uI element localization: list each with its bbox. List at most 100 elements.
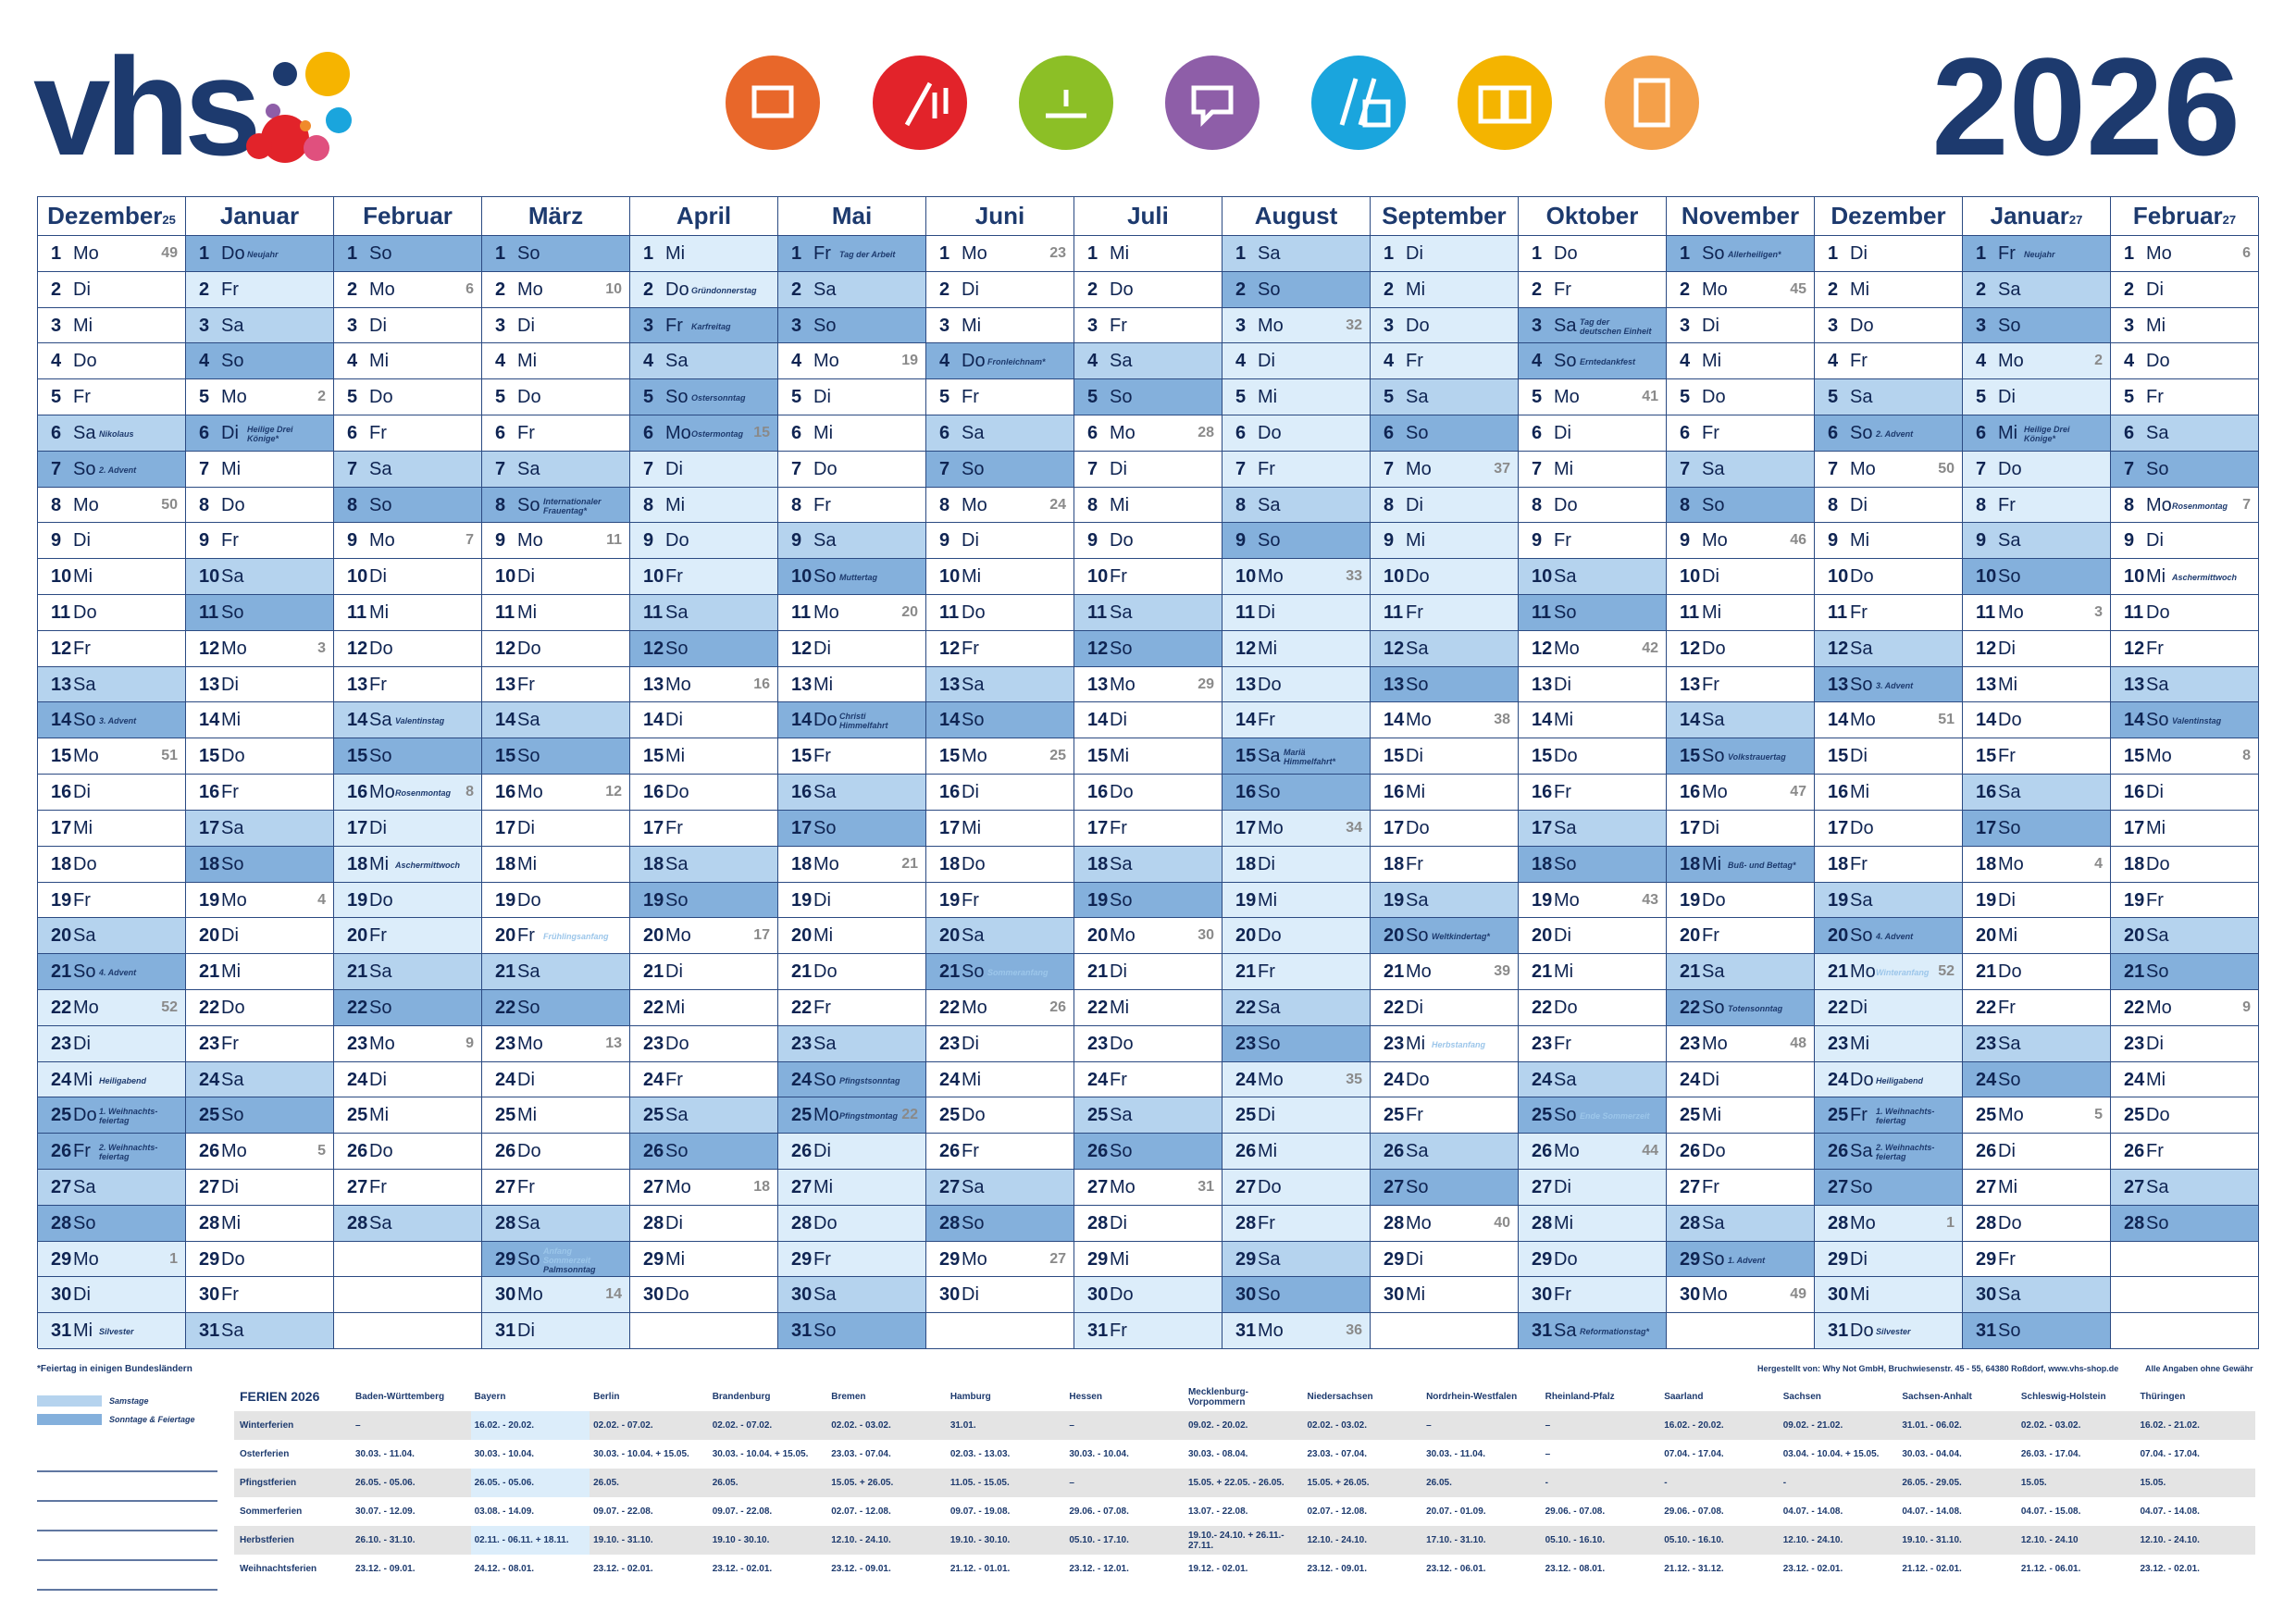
month-name: Dezember: [1831, 202, 1946, 229]
holiday-dates: 03.04. - 10.04. + 15.05.: [1782, 1449, 1880, 1459]
day-cell: 21 Di: [630, 954, 778, 990]
weekday: Sa: [1258, 1248, 1281, 1270]
day-cell: 29 Do: [1519, 1241, 1667, 1278]
weekday: Sa: [1110, 602, 1133, 624]
holiday-dates: 04.07. - 14.08.: [2140, 1506, 2200, 1517]
holiday-dates: 15.05. + 22.05. - 26.05.: [1187, 1478, 1285, 1488]
day-number: 31: [199, 1320, 220, 1342]
weekday: Fr: [1554, 1284, 1571, 1306]
day-number: 11: [1384, 602, 1404, 624]
day-cell: 20 Sa: [2111, 918, 2259, 955]
holiday-dates: 30.03. - 11.04.: [355, 1449, 415, 1459]
day-cell: 12 Di: [1963, 630, 2111, 667]
empty-cell: [334, 1277, 482, 1314]
week-number: 16: [753, 676, 770, 692]
day-cell: 10 Mi Aschermittwoch: [2111, 559, 2259, 596]
day-number: 31: [791, 1320, 813, 1342]
weekday: Mo: [962, 243, 987, 264]
day-note: Volkstrauertag: [1728, 744, 1800, 770]
holiday-dates: 26.05. - 05.06.: [470, 1469, 590, 1497]
day-number: 6: [495, 423, 506, 444]
day-cell: 23 Mi Herbstanfang: [1371, 1025, 1519, 1062]
day-note: Valentinstag: [395, 708, 467, 734]
day-cell: 26 So: [630, 1134, 778, 1170]
day-cell: 19 Do: [334, 882, 482, 919]
empty-cell: [630, 1313, 778, 1349]
day-number: 18: [939, 853, 961, 874]
day-cell: 17 Di: [334, 810, 482, 847]
weekday: Di: [962, 1284, 979, 1306]
week-number: 3: [317, 639, 326, 656]
day-number: 4: [939, 351, 950, 372]
weekday: So: [1110, 638, 1133, 659]
day-number: 28: [1532, 1212, 1553, 1233]
weekday: Mo: [1554, 387, 1580, 408]
day-number: 4: [1828, 351, 1839, 372]
weekday: Mi: [1110, 1248, 1130, 1270]
day-cell: 2 Mo 10: [482, 271, 630, 308]
day-cell: 13 Fr: [1667, 666, 1815, 703]
day-number: 3: [51, 315, 62, 336]
day-cell: 3 Di: [1667, 307, 1815, 344]
calendar-grid: Dezember25 1 Mo 49 2 Di 3 Mi 4 Do 5 Fr 6 Sa Nikolaus 7 S…: [37, 196, 2259, 1349]
day-cell: 16 Mi: [1371, 775, 1519, 811]
day-cell: 26 Fr 2. Weihnachts-feiertag: [38, 1134, 186, 1170]
holiday-dates: 09.07. - 19.08.: [949, 1506, 1011, 1517]
week-number: 5: [2094, 1107, 2103, 1123]
weekday: So: [962, 710, 985, 731]
weekday: Mi: [1702, 351, 1722, 372]
day-cell: 27 Fr: [1667, 1169, 1815, 1206]
holiday-dates: 03.08. - 14.09.: [470, 1497, 590, 1526]
weekday: Mi: [73, 817, 93, 838]
day-number: 21: [643, 961, 664, 983]
weekday: Mi: [665, 997, 686, 1018]
day-cell: 16 Do: [630, 775, 778, 811]
day-cell: 9 Sa: [778, 523, 926, 560]
day-number: 30: [791, 1284, 813, 1306]
day-cell: 20 Do: [1222, 918, 1371, 955]
weekday: Mi: [517, 853, 538, 874]
weekday: Do: [1406, 566, 1430, 588]
day-cell: 26 Do: [1667, 1134, 1815, 1170]
day-cell: 27 Sa: [926, 1169, 1074, 1206]
day-cell: 18 Mo 21: [778, 846, 926, 883]
day-note: Gründonnerstag: [691, 278, 763, 304]
weekday: Do: [1998, 458, 2022, 479]
day-cell: 16 Di: [926, 775, 1074, 811]
month-header: Juni: [926, 197, 1074, 236]
weekday: Do: [73, 602, 97, 624]
day-cell: 11 Do: [38, 595, 186, 631]
day-number: 18: [347, 853, 368, 874]
day-number: 7: [1828, 458, 1839, 479]
day-cell: 18 Do: [38, 846, 186, 883]
holiday-dates: 19.10 - 30.10.: [712, 1535, 770, 1545]
weekday: Sa: [962, 925, 985, 947]
state-name: Hessen: [1069, 1392, 1102, 1402]
day-cell: 26 Sa: [1371, 1134, 1519, 1170]
day-cell: 1 Mo 6: [2111, 236, 2259, 272]
day-number: 10: [939, 566, 961, 588]
day-cell: 28 Mi: [186, 1205, 334, 1242]
day-number: 14: [1235, 710, 1257, 731]
day-cell: 11 Mi: [482, 595, 630, 631]
day-number: 6: [1087, 423, 1098, 444]
day-note: Ostermontag: [691, 421, 763, 447]
day-number: 31: [1235, 1320, 1257, 1342]
weekday: Mo: [962, 494, 987, 515]
weekday: So: [73, 458, 96, 479]
day-number: 13: [199, 674, 220, 695]
day-number: 16: [1087, 782, 1109, 803]
week-number: 51: [161, 748, 178, 764]
day-number: 11: [939, 602, 960, 624]
day-cell: 7 Sa: [334, 451, 482, 488]
day-cell: 1 So: [334, 236, 482, 272]
weekday: Sa: [2146, 925, 2169, 947]
month-header: Februar: [334, 197, 482, 236]
day-number: 4: [1976, 351, 1987, 372]
day-number: 7: [1384, 458, 1395, 479]
day-cell: 18 Do: [926, 846, 1074, 883]
weekday: Fr: [1258, 1212, 1275, 1233]
weekday: So: [1554, 853, 1577, 874]
day-cell: 4 So Erntedankfest: [1519, 343, 1667, 380]
holiday-note: Aschermittwoch: [395, 860, 461, 870]
